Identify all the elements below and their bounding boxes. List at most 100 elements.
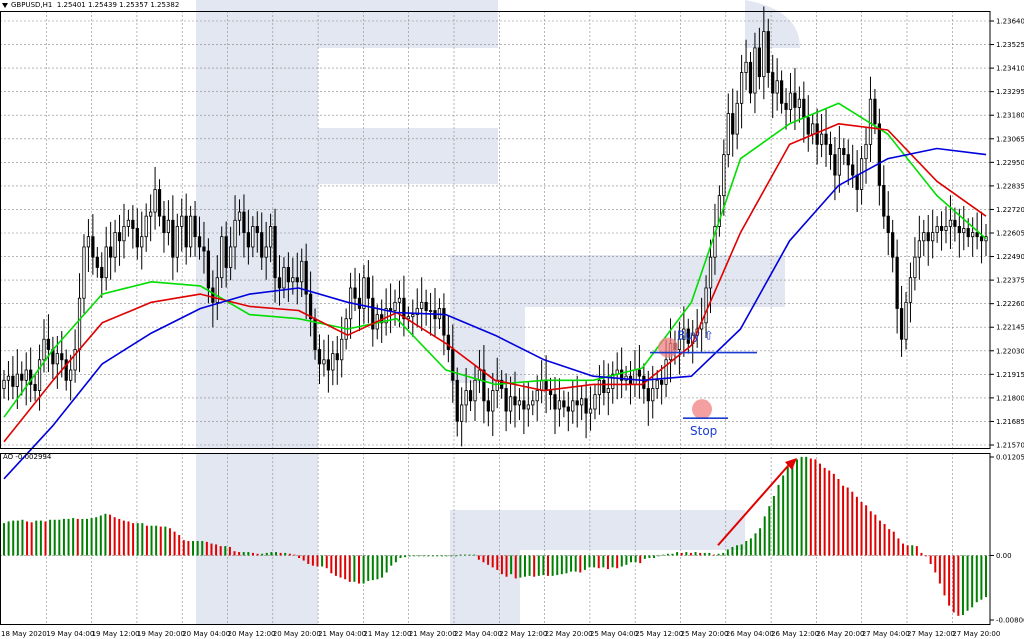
trend-arrow-head (785, 458, 797, 470)
candle (109, 246, 113, 258)
candle (802, 98, 806, 119)
candle (722, 154, 726, 197)
candle (189, 215, 193, 248)
candle (20, 373, 24, 381)
chart-header: GBPUSD,H1 1.25401 1.25439 1.25357 1.2538… (2, 1, 179, 9)
candle (917, 240, 921, 258)
trend-arrow-line (717, 459, 794, 546)
x-tick-label: 21 May 12:00 (363, 630, 411, 638)
candle (317, 349, 322, 365)
candle (15, 373, 19, 387)
candle (340, 338, 344, 361)
candle (357, 297, 362, 309)
x-tick-label: 20 May 12:00 (228, 630, 276, 638)
x-tick-label: 20 May 04:00 (182, 630, 230, 638)
x-tick-label: 19 May 04:00 (46, 630, 94, 638)
x-tick-label: 26 May 12:00 (771, 630, 819, 638)
candle (428, 310, 433, 312)
candle (686, 328, 690, 344)
candle (300, 260, 304, 283)
candle (935, 226, 939, 233)
y-tick-label: 1.22950 (996, 159, 1024, 167)
ao-y-tick-label: 0.00 (996, 552, 1012, 560)
candle (522, 400, 526, 410)
candle (211, 287, 215, 303)
candle (420, 301, 424, 309)
candle (322, 359, 326, 365)
ohlc-values: 1.25401 1.25439 1.25357 1.25382 (56, 1, 180, 9)
candle (540, 379, 544, 391)
watermark-block (520, 510, 745, 550)
candle (877, 123, 881, 186)
y-tick-label: 1.23065 (996, 135, 1024, 143)
candle (224, 236, 228, 268)
red-line-line (3, 123, 987, 443)
candle (313, 318, 317, 350)
candle (215, 277, 219, 303)
candle (255, 226, 259, 233)
candle (135, 228, 139, 248)
candle (864, 143, 868, 160)
candle (891, 232, 895, 258)
candle (446, 334, 450, 350)
x-tick-label: 27 May 12:00 (907, 630, 955, 638)
blue-line-line (3, 147, 987, 480)
candle (815, 123, 819, 145)
candle (984, 236, 988, 242)
candle (531, 400, 535, 406)
watermark-block (318, 0, 498, 48)
candle (113, 232, 117, 258)
candle (566, 406, 570, 412)
candle (402, 297, 406, 320)
candle (460, 404, 464, 422)
symbol-label: GBPUSD,H1 (11, 1, 53, 9)
candle (788, 92, 793, 110)
candle (606, 388, 610, 394)
candle (793, 92, 797, 108)
candle (548, 390, 553, 396)
y-tick-label: 1.22835 (996, 182, 1024, 190)
candle (544, 379, 548, 391)
dropdown-triangle-icon[interactable] (2, 2, 8, 8)
candle (731, 113, 735, 135)
candle (588, 408, 593, 414)
candle (442, 308, 446, 336)
y-tick-label: 1.21800 (996, 394, 1024, 402)
x-tick-label: 19 May 12:00 (92, 630, 140, 638)
candle (286, 267, 290, 283)
candle (122, 226, 126, 242)
stop-label: Stop (690, 424, 717, 438)
y-tick-label: 1.23295 (996, 88, 1024, 96)
candle (766, 31, 770, 73)
ao-header: AO -0.002994 (3, 453, 52, 461)
candle (655, 379, 659, 389)
candle (797, 98, 801, 108)
candle (708, 256, 713, 289)
candle (833, 154, 837, 176)
candle (571, 400, 575, 412)
y-tick-label: 1.22145 (996, 324, 1024, 332)
y-tick-label: 1.22030 (996, 347, 1024, 355)
x-tick-label: 21 May 20:00 (409, 630, 457, 638)
candle (242, 211, 246, 233)
candle (95, 256, 99, 268)
candle (828, 143, 833, 156)
candle (504, 388, 508, 412)
candle (291, 277, 295, 283)
candle (175, 226, 179, 258)
candle (131, 219, 135, 229)
candle (73, 349, 77, 371)
x-tick-label: 25 May 04:00 (590, 630, 638, 638)
candle (384, 308, 388, 324)
candle (580, 398, 584, 406)
candle (326, 359, 330, 371)
candle (739, 72, 744, 104)
candle (153, 189, 157, 213)
watermark-logo (196, 0, 800, 624)
candle (886, 215, 890, 233)
price-plot (2, 6, 988, 480)
ao-y-tick-label: -0.008061 (996, 617, 1024, 625)
candle (468, 390, 473, 402)
candle (362, 277, 366, 309)
